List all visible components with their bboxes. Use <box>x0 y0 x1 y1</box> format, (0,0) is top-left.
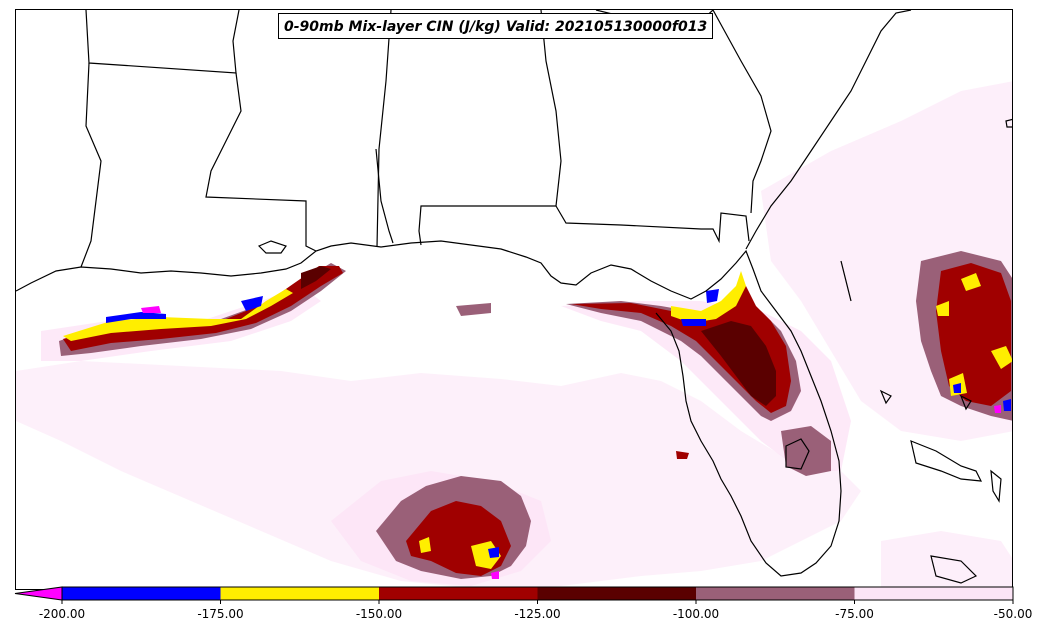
colorbar-bins <box>62 587 1013 600</box>
colorbar-bin-0 <box>62 587 221 600</box>
colorbar-tick-label: -100.00 <box>672 607 720 621</box>
cin-blue-areas <box>106 289 1011 558</box>
colorbar-tick-label: -200.00 <box>38 607 86 621</box>
map-title: 0-90mb Mix-layer CIN (J/kg) Valid: 20210… <box>278 13 714 39</box>
map-frame <box>15 9 1013 590</box>
colorbar-tick-label: -75.00 <box>835 607 874 621</box>
coastlines <box>16 10 1012 584</box>
colorbar-tick-label: -125.00 <box>514 607 561 621</box>
colorbar-tick-label: -50.00 <box>993 607 1033 621</box>
colorbar-bin-4 <box>696 587 855 600</box>
colorbar-bin-5 <box>854 587 1013 600</box>
colorbar-bin-2 <box>379 587 538 600</box>
cin-verystrong-areas <box>301 266 776 406</box>
colorbar-bin-3 <box>537 587 696 600</box>
colorbar-ticks <box>61 600 1014 604</box>
cin-map <box>16 10 1012 589</box>
colorbar-tick-label: -150.00 <box>355 607 403 621</box>
colorbar-tick-label: -175.00 <box>197 607 244 621</box>
colorbar-under-triangle <box>14 586 63 601</box>
cin-magenta-areas <box>141 306 1001 579</box>
colorbar-bin-1 <box>220 587 379 600</box>
state-borders <box>80 10 772 268</box>
